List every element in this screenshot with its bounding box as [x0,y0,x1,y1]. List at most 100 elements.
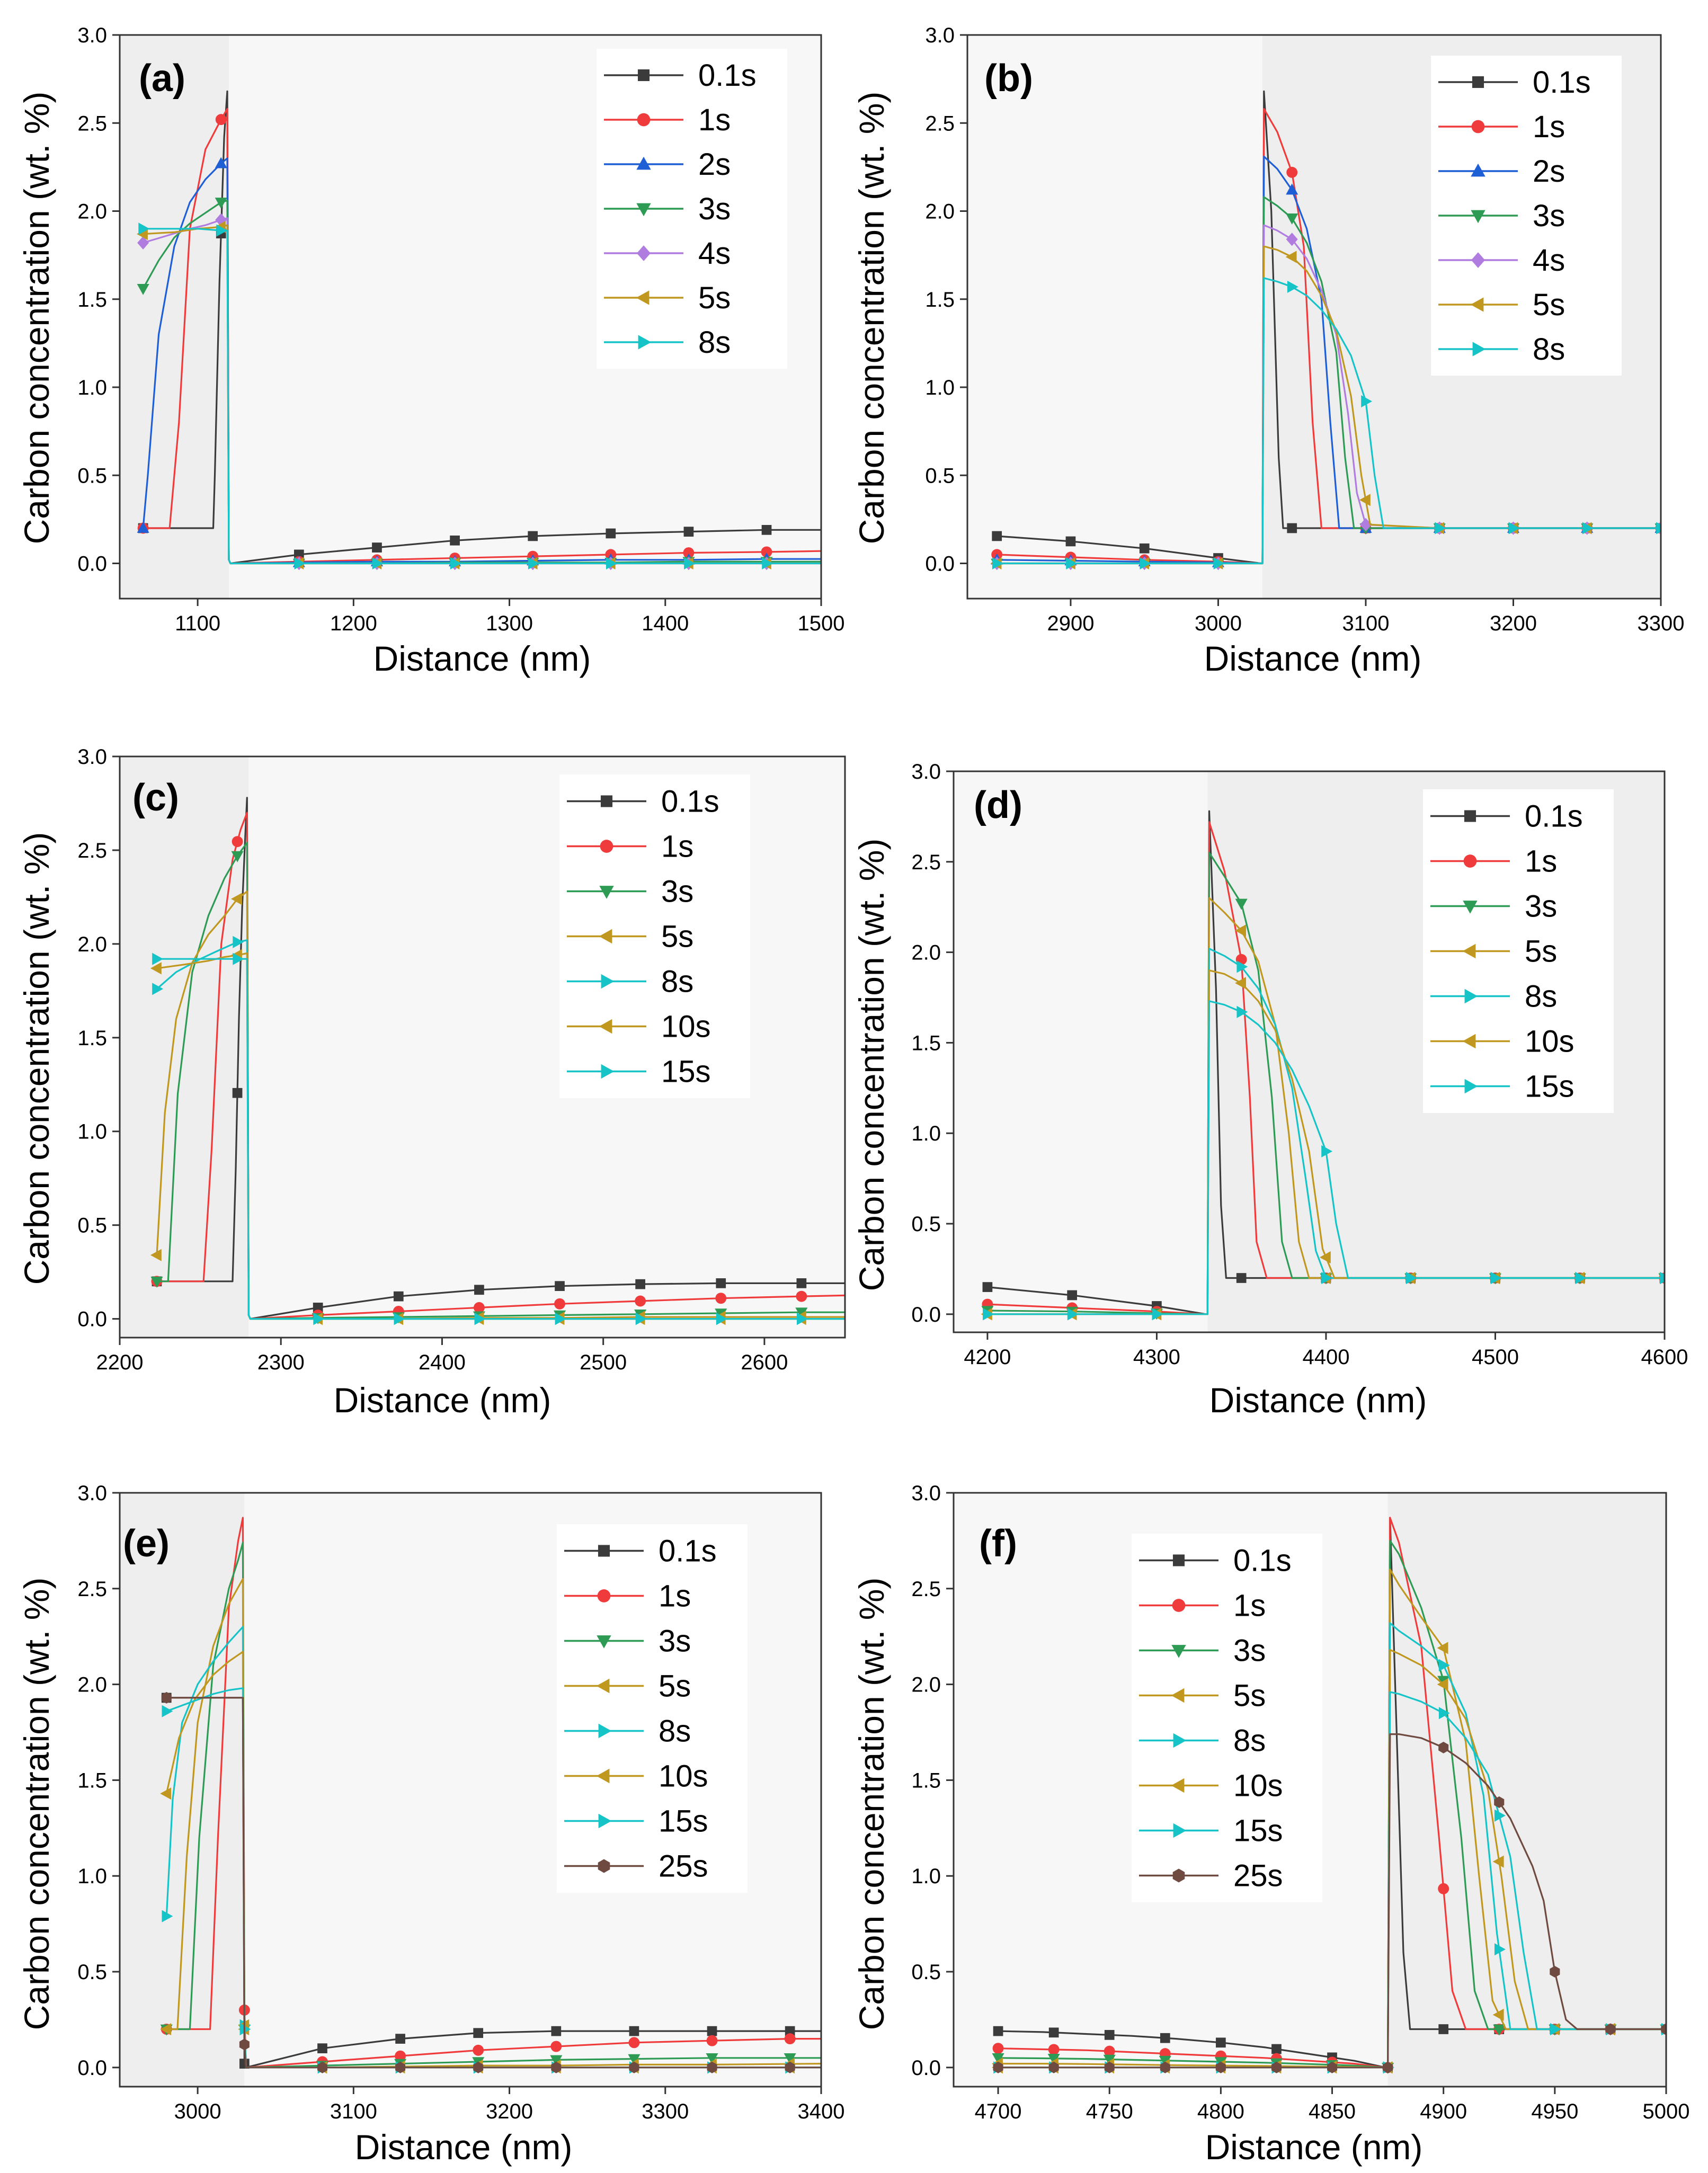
legend-label-8s: 8s [698,325,731,360]
marker [1471,252,1485,268]
plot-frame [119,755,846,1339]
marker [982,1282,993,1292]
marker [215,213,227,227]
marker [684,557,695,569]
marker [1471,163,1485,177]
marker [707,2061,717,2073]
marker [1236,1273,1247,1283]
x-tick-label: 2500 [580,1351,627,1374]
y-tick-label: 2.0 [77,200,107,224]
y-tick-label: 0.5 [77,1961,107,1984]
y-tick-label: 1.5 [911,1769,941,1792]
legend-box [557,1524,748,1893]
y-tick-label: 1.0 [77,1865,107,1888]
x-tick-label: 4900 [1420,2100,1467,2123]
marker [796,1278,807,1288]
marker [1160,2061,1170,2073]
series-line-0.1s [143,90,821,565]
marker [550,2055,563,2067]
series-group [981,810,1665,1321]
marker [1321,1145,1333,1157]
marker [528,531,538,541]
plot-frame [119,34,822,600]
marker [1287,523,1297,533]
marker [1471,120,1485,133]
legend-label-8s: 8s [1233,1724,1266,1758]
marker [394,1313,405,1325]
series-group [150,797,845,1325]
marker [606,528,616,539]
region-right [248,756,845,1338]
x-tick-label: 3400 [798,2100,845,2123]
legend-label-3s: 3s [698,192,731,226]
marker [233,952,244,965]
y-tick-label: 3.0 [77,1482,107,1505]
marker [1327,2061,1338,2073]
marker [1470,297,1484,312]
plot-frame [953,1492,1667,2088]
marker [1287,280,1298,293]
y-tick-label: 2.5 [77,839,107,862]
marker [1464,988,1478,1004]
legend-label-0.1s: 0.1s [698,58,757,93]
x-tick-label: 1200 [330,612,377,635]
legend-label-2s: 2s [1533,154,1565,189]
legend-label-4s: 4s [1533,243,1565,278]
marker [395,2034,405,2044]
marker [473,2028,484,2038]
legend-label-1s: 1s [698,103,731,137]
legend-box [1132,1534,1322,1902]
x-tick-label: 3000 [1195,612,1242,635]
panel-label: (b) [984,57,1033,100]
marker [1471,210,1485,224]
y-tick-label: 2.5 [911,851,941,874]
region-right [1387,1493,1666,2087]
y-tick-label: 0.0 [911,1303,941,1326]
marker [683,527,694,537]
marker [161,1691,172,1704]
marker [1435,522,1446,535]
marker [1383,2061,1393,2073]
marker [596,1768,610,1784]
x-tick-label: 1500 [798,612,845,635]
marker [992,2053,1004,2064]
y-tick-label: 2.0 [925,200,955,224]
region-left [120,35,229,599]
marker [231,851,244,862]
y-axis-label: Carbon concentration (wt. %) [17,92,56,545]
legend-label-0.1s: 0.1s [1233,1544,1292,1578]
panel-b: Carbon concentration (wt. %) Distance (n… [852,24,1684,678]
y-tick-label: 2.5 [77,112,107,135]
x-tick-label: 4600 [1641,1346,1688,1369]
marker [1405,1272,1417,1285]
marker [1139,543,1150,554]
y-tick-label: 0.5 [911,1213,941,1236]
y-tick-label: 1.5 [77,1769,107,1792]
marker [150,962,162,975]
marker [635,1279,645,1289]
marker [450,535,460,546]
x-tick-label: 4750 [1086,2100,1133,2123]
x-tick-label: 3200 [1490,612,1537,635]
panel-label: (a) [139,57,185,100]
marker [1235,977,1246,990]
x-tick-label: 4800 [1197,2100,1244,2123]
plot-area: 1100 1200 1300 1400 1500 0.0 0.5 1.0 1.5 2.0 2.5 3.… [77,24,844,635]
y-tick-label: 1.0 [77,1120,107,1144]
x-tick-label: 2300 [257,1351,305,1374]
marker [784,2053,796,2064]
marker [162,1910,173,1922]
y-tick-label: 0.0 [925,553,955,576]
marker [707,2026,717,2036]
y-tick-label: 2.0 [77,1673,107,1697]
marker [1048,2027,1059,2038]
marker [1359,494,1371,506]
marker [599,886,614,899]
marker [599,929,612,944]
y-tick-label: 1.0 [911,1122,941,1145]
marker [1066,557,1078,569]
marker [1216,2037,1226,2048]
marker [1462,1034,1476,1049]
marker [233,936,244,948]
